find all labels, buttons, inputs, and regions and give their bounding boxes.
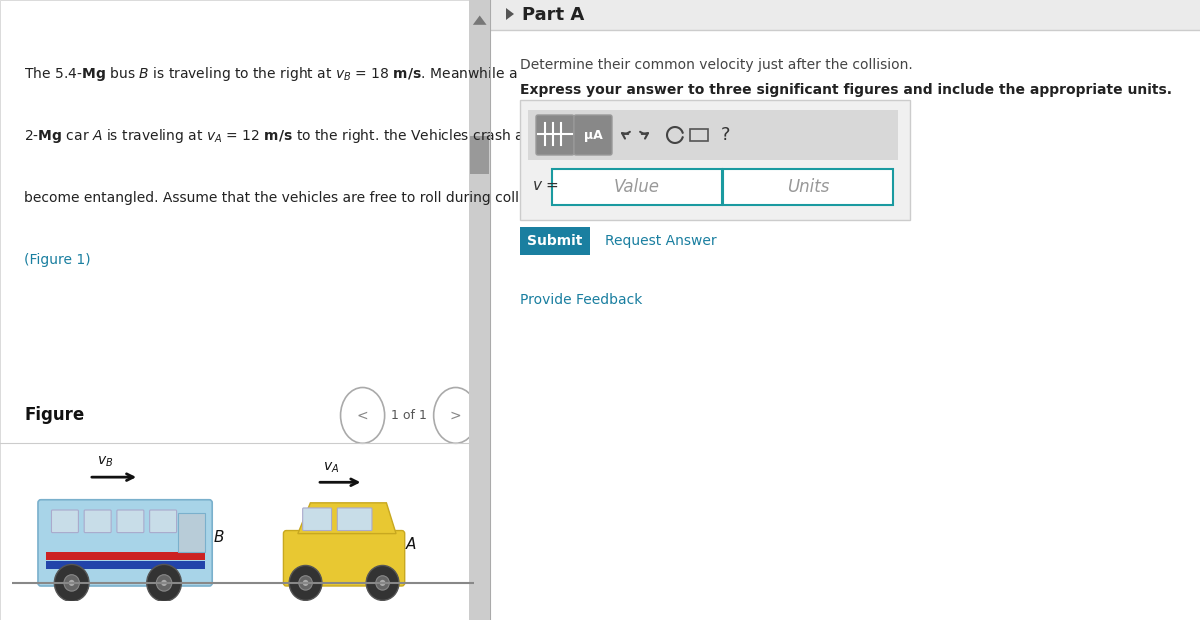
FancyBboxPatch shape (722, 169, 893, 205)
Text: Request Answer: Request Answer (605, 234, 716, 248)
Circle shape (379, 580, 385, 586)
FancyBboxPatch shape (520, 100, 910, 220)
Text: μA: μA (583, 128, 602, 141)
Circle shape (156, 575, 172, 591)
Text: (Figure 1): (Figure 1) (24, 254, 91, 267)
FancyBboxPatch shape (52, 510, 78, 533)
Circle shape (376, 576, 389, 590)
Circle shape (366, 565, 398, 600)
FancyBboxPatch shape (520, 227, 590, 255)
Bar (470, 136, 490, 174)
FancyBboxPatch shape (84, 510, 112, 533)
FancyBboxPatch shape (552, 169, 722, 205)
Text: Determine their common velocity just after the collision.: Determine their common velocity just aft… (520, 58, 913, 72)
Text: 1 of 1: 1 of 1 (391, 409, 427, 422)
Text: Part A: Part A (522, 6, 584, 24)
Text: The 5.4-$\bf{Mg}$ bus $\it{B}$ is traveling to the right at $v_B$ = 18 $\bf{m/s}: The 5.4-$\bf{Mg}$ bus $\it{B}$ is travel… (24, 65, 518, 84)
Circle shape (302, 580, 308, 586)
Text: ?: ? (720, 126, 730, 144)
Text: $v$ =: $v$ = (532, 177, 559, 192)
Text: Units: Units (787, 178, 829, 196)
Circle shape (161, 580, 167, 586)
Bar (469, 0, 490, 620)
FancyBboxPatch shape (38, 500, 212, 586)
Text: Submit: Submit (527, 234, 583, 248)
Text: $v_A$: $v_A$ (323, 461, 340, 475)
FancyBboxPatch shape (302, 508, 331, 531)
Polygon shape (506, 8, 514, 20)
Circle shape (54, 564, 89, 601)
FancyBboxPatch shape (536, 115, 574, 155)
Text: Figure: Figure (24, 406, 85, 425)
Circle shape (289, 565, 322, 600)
Text: Provide Feedback: Provide Feedback (520, 293, 642, 307)
Polygon shape (473, 16, 486, 25)
FancyBboxPatch shape (574, 115, 612, 155)
FancyBboxPatch shape (528, 110, 898, 160)
FancyBboxPatch shape (490, 0, 1200, 30)
Bar (46, 552, 204, 560)
Text: Express your answer to three significant figures and include the appropriate uni: Express your answer to three significant… (520, 83, 1172, 97)
Text: >: > (450, 409, 462, 422)
Text: $v_B$: $v_B$ (97, 454, 113, 469)
Circle shape (299, 576, 312, 590)
Text: $A$: $A$ (404, 536, 416, 552)
Text: <: < (356, 409, 368, 422)
FancyBboxPatch shape (178, 513, 204, 552)
Polygon shape (298, 503, 396, 534)
Text: become entangled. Assume that the vehicles are free to roll during collision.: become entangled. Assume that the vehicl… (24, 192, 556, 205)
FancyBboxPatch shape (116, 510, 144, 533)
Text: Value: Value (614, 178, 660, 196)
FancyBboxPatch shape (283, 531, 404, 586)
Bar (46, 561, 204, 569)
Text: $B$: $B$ (214, 529, 224, 545)
Circle shape (64, 575, 79, 591)
FancyBboxPatch shape (150, 510, 176, 533)
Circle shape (68, 580, 74, 586)
Circle shape (146, 564, 181, 601)
Text: 2-$\bf{Mg}$ car $\it{A}$ is traveling at $v_A$ = 12 $\bf{m/s}$ to the right. the: 2-$\bf{Mg}$ car $\it{A}$ is traveling at… (24, 127, 542, 146)
FancyBboxPatch shape (337, 508, 372, 531)
